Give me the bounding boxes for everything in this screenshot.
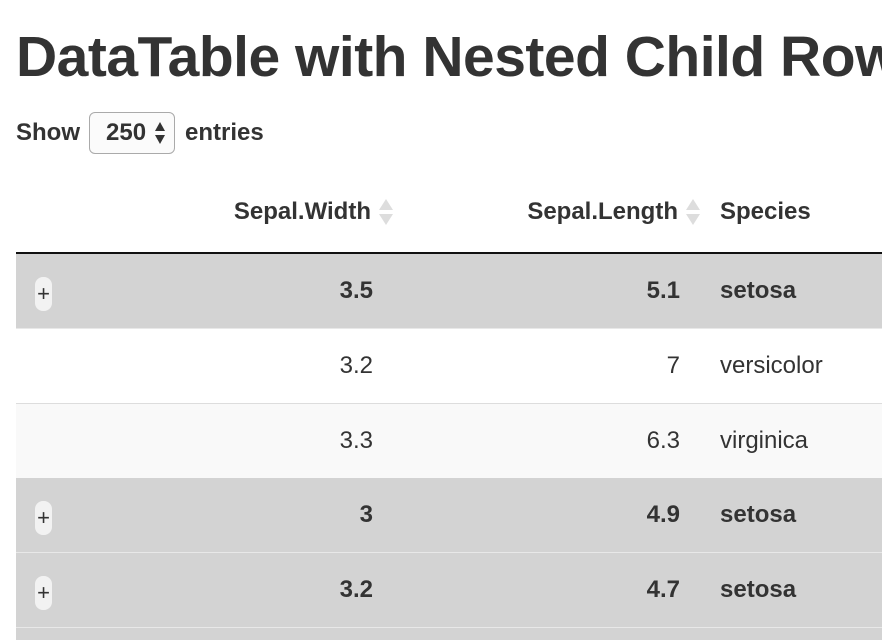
page-length-value: 250 <box>106 119 147 146</box>
expand-button[interactable]: + <box>35 277 52 311</box>
column-header-label: Sepal.Width <box>233 198 371 225</box>
table-cell: 3.5 <box>339 277 373 304</box>
parent-row: +3.5 5.1 setosa <box>16 254 882 329</box>
child-row: 3.3 6.3 virginica <box>16 403 882 479</box>
parent-row: +3.2 4.7 setosa <box>16 553 882 629</box>
header-border <box>16 252 882 254</box>
show-label: Show <box>16 119 80 146</box>
table-cell: 3 <box>359 501 373 529</box>
table-cell: 3.2 <box>339 351 373 379</box>
table-cell: versicolor <box>720 351 823 379</box>
table-cell: 7 <box>666 351 680 379</box>
column-header[interactable]: Sepal.Width <box>180 190 395 234</box>
table-cell: virginica <box>720 426 809 454</box>
select-arrows <box>155 122 166 144</box>
column-header[interactable]: Sepal.Length <box>395 190 702 234</box>
parent-row: +3 4.9 setosa <box>16 478 882 554</box>
entries-label: entries <box>185 119 264 146</box>
table-cell: setosa <box>720 576 797 604</box>
table-cell: 4.7 <box>646 576 680 604</box>
child-row: 3.2 7 versicolor <box>16 328 882 404</box>
expand-button[interactable]: + <box>35 576 52 611</box>
length-control: Show 250 entries <box>16 112 264 154</box>
column-header-label: Sepal.Length <box>527 198 678 225</box>
expand-button[interactable]: + <box>35 501 52 536</box>
table-cell: 5.1 <box>646 277 680 304</box>
row-partial <box>16 628 882 640</box>
table-cell: setosa <box>720 277 797 304</box>
table-cell: setosa <box>720 501 797 529</box>
column-header[interactable]: Species <box>720 190 882 234</box>
table-cell: 4.9 <box>646 501 680 529</box>
page-title: DataTable with Nested Child Rows <box>16 25 882 89</box>
page-length-select[interactable]: 250 <box>89 112 176 154</box>
table-cell: 3.2 <box>339 576 373 604</box>
table-cell: 3.3 <box>339 426 373 454</box>
table-cell: 6.3 <box>646 426 680 454</box>
column-header-label: Species <box>720 198 811 225</box>
